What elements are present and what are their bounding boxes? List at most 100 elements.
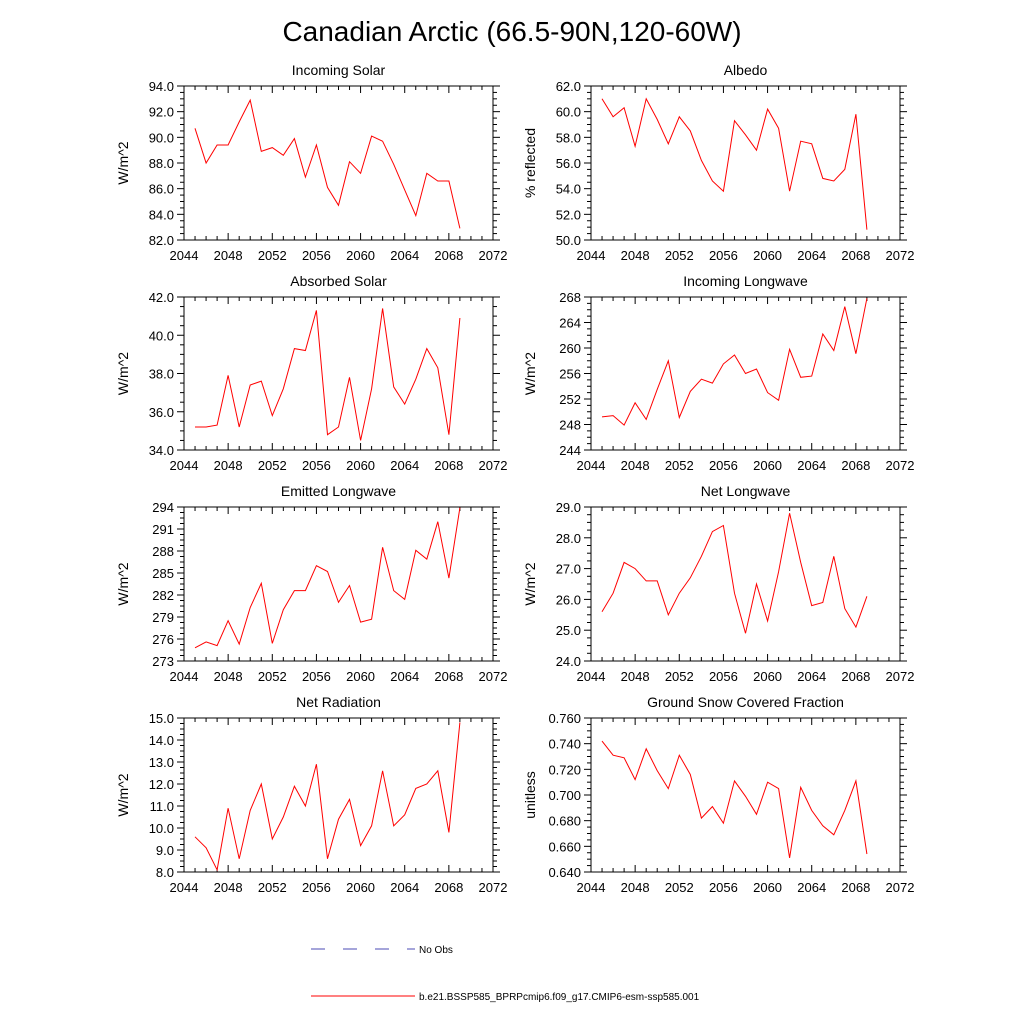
y-tick-label: 60.0 bbox=[556, 105, 581, 120]
series-line bbox=[601, 298, 868, 426]
x-tick-label: 2064 bbox=[390, 669, 419, 684]
y-tick-label: 15.0 bbox=[149, 711, 174, 726]
x-tick-label: 2064 bbox=[797, 248, 826, 263]
x-tick-label: 2064 bbox=[797, 880, 826, 895]
y-tick-label: 268 bbox=[559, 290, 581, 305]
x-tick-label: 2072 bbox=[886, 880, 915, 895]
panel-title: Net Radiation bbox=[296, 694, 381, 710]
x-tick-label: 2060 bbox=[346, 669, 375, 684]
panel-5: Net Longwave W/m^2 2044 2048 2052 2056 2060 206… bbox=[522, 483, 914, 684]
y-tick-label: 42.0 bbox=[149, 290, 174, 305]
x-tick-label: 2064 bbox=[797, 458, 826, 473]
x-tick-label: 2060 bbox=[753, 458, 782, 473]
y-tick-label: 252 bbox=[559, 392, 581, 407]
series-line bbox=[601, 97, 868, 230]
x-tick-label: 2068 bbox=[434, 458, 463, 473]
x-tick-label: 2052 bbox=[665, 669, 694, 684]
x-tick-label: 2068 bbox=[841, 669, 870, 684]
x-tick-label: 2056 bbox=[709, 458, 738, 473]
y-tick-label: 84.0 bbox=[149, 207, 174, 222]
y-tick-label: 82.0 bbox=[149, 233, 174, 248]
panel-1: Albedo % reflected 2044 2048 2052 2056 2060 206… bbox=[522, 62, 914, 263]
y-tick-label: 38.0 bbox=[149, 367, 174, 382]
x-tick-label: 2044 bbox=[170, 669, 199, 684]
y-tick-label: 13.0 bbox=[149, 755, 174, 770]
y-tick-label: 14.0 bbox=[149, 733, 174, 748]
y-tick-label: 27.0 bbox=[556, 562, 581, 577]
y-tick-label: 256 bbox=[559, 367, 581, 382]
panel-0: Incoming Solar W/m^2 2044 2048 2052 2056 2060 2… bbox=[115, 62, 507, 263]
x-tick-label: 2052 bbox=[258, 669, 287, 684]
y-tick-label: 62.0 bbox=[556, 79, 581, 94]
x-tick-label: 2072 bbox=[886, 669, 915, 684]
x-tick-label: 2064 bbox=[390, 880, 419, 895]
x-tick-label: 2048 bbox=[214, 880, 243, 895]
legend-obs-label: No Obs bbox=[419, 945, 453, 956]
panel-2: Absorbed Solar W/m^2 2044 2048 2052 2056 2060 2… bbox=[115, 273, 507, 473]
y-tick-label: 0.760 bbox=[548, 711, 581, 726]
x-tick-label: 2068 bbox=[434, 669, 463, 684]
plot-frame bbox=[590, 506, 901, 662]
series-line bbox=[194, 507, 461, 649]
y-axis-label: W/m^2 bbox=[115, 352, 131, 395]
x-tick-label: 2064 bbox=[390, 248, 419, 263]
plot-frame bbox=[590, 85, 901, 241]
series-line bbox=[195, 308, 461, 441]
y-axis-label: unitless bbox=[522, 771, 538, 818]
y-tick-label: 40.0 bbox=[149, 328, 174, 343]
plot-frame bbox=[183, 506, 494, 662]
x-tick-label: 2064 bbox=[797, 669, 826, 684]
y-tick-label: 52.0 bbox=[556, 207, 581, 222]
x-tick-label: 2052 bbox=[258, 458, 287, 473]
x-tick-label: 2068 bbox=[841, 458, 870, 473]
y-tick-label: 29.0 bbox=[556, 500, 581, 515]
x-tick-label: 2060 bbox=[753, 669, 782, 684]
x-tick-label: 2048 bbox=[214, 458, 243, 473]
x-tick-label: 2052 bbox=[665, 248, 694, 263]
y-tick-label: 0.700 bbox=[548, 788, 581, 803]
panel-6: Net Radiation W/m^2 2044 2048 2052 2056 2060 20… bbox=[115, 694, 507, 895]
x-tick-label: 2044 bbox=[170, 248, 199, 263]
x-tick-label: 2044 bbox=[170, 458, 199, 473]
x-tick-label: 2056 bbox=[709, 248, 738, 263]
x-tick-label: 2044 bbox=[577, 248, 606, 263]
x-tick-label: 2068 bbox=[841, 248, 870, 263]
x-tick-label: 2044 bbox=[577, 669, 606, 684]
panel-title: Albedo bbox=[724, 62, 768, 78]
x-tick-label: 2068 bbox=[434, 880, 463, 895]
panels: Incoming Solar W/m^2 2044 2048 2052 2056 2060 2… bbox=[115, 62, 914, 895]
y-tick-label: 92.0 bbox=[149, 105, 174, 120]
plot-frame bbox=[183, 85, 494, 241]
y-tick-label: 8.0 bbox=[156, 865, 174, 880]
y-tick-label: 10.0 bbox=[149, 821, 174, 836]
x-tick-label: 2048 bbox=[214, 669, 243, 684]
y-tick-label: 90.0 bbox=[149, 130, 174, 145]
x-tick-label: 2072 bbox=[479, 880, 508, 895]
x-tick-label: 2060 bbox=[346, 458, 375, 473]
x-tick-label: 2044 bbox=[577, 458, 606, 473]
x-tick-label: 2068 bbox=[434, 248, 463, 263]
x-tick-label: 2056 bbox=[302, 669, 331, 684]
x-tick-label: 2048 bbox=[621, 248, 650, 263]
y-tick-label: 264 bbox=[559, 316, 581, 331]
y-tick-label: 26.0 bbox=[556, 592, 581, 607]
y-axis-label: % reflected bbox=[522, 128, 538, 198]
x-tick-label: 2056 bbox=[302, 880, 331, 895]
x-tick-label: 2072 bbox=[479, 669, 508, 684]
y-tick-label: 24.0 bbox=[556, 654, 581, 669]
x-tick-label: 2056 bbox=[302, 458, 331, 473]
y-tick-label: 0.660 bbox=[548, 839, 581, 854]
series-line bbox=[601, 740, 868, 858]
panel-title: Incoming Longwave bbox=[683, 273, 808, 289]
series-line bbox=[194, 722, 461, 872]
y-tick-label: 56.0 bbox=[556, 156, 581, 171]
y-axis-label: W/m^2 bbox=[522, 352, 538, 395]
y-tick-label: 291 bbox=[152, 522, 174, 537]
y-tick-label: 94.0 bbox=[149, 79, 174, 94]
y-tick-label: 11.0 bbox=[150, 799, 174, 814]
y-tick-label: 54.0 bbox=[556, 182, 581, 197]
x-tick-label: 2048 bbox=[621, 458, 650, 473]
y-tick-label: 282 bbox=[152, 588, 174, 603]
y-tick-label: 294 bbox=[152, 500, 174, 515]
